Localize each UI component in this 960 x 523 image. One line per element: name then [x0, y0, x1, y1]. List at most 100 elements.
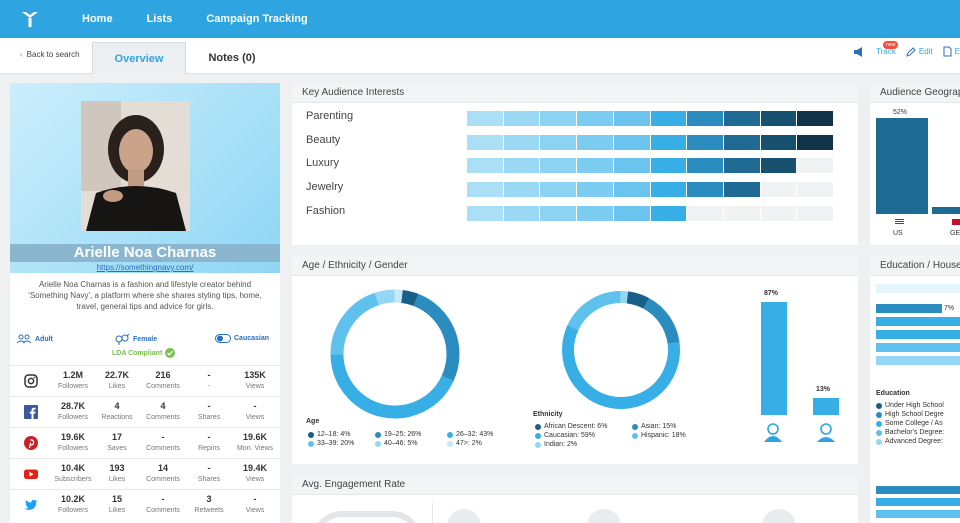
interest-segment [723, 182, 760, 198]
stat-value: 15 [111, 494, 122, 504]
stat-value: 19.4K [242, 463, 268, 473]
legend-label: 47>: 2% [456, 440, 482, 447]
legend-label: Some College / As [885, 420, 943, 427]
stat-label: Views [245, 414, 265, 421]
interest-segment [760, 205, 797, 221]
geo-us-value: 52% [893, 109, 908, 116]
nav-campaign-tracking[interactable]: Campaign Tracking [206, 13, 308, 25]
ethnicity-slice[interactable] [643, 298, 680, 345]
interest-bar-fashion[interactable] [467, 205, 834, 221]
social-stat: 14 Comments [140, 463, 186, 483]
interest-bar-jewelry[interactable] [467, 182, 834, 198]
stat-label: Comments [146, 507, 180, 514]
age-slice[interactable] [400, 289, 419, 307]
legend-item: 19–25: 26% [375, 431, 421, 438]
interest-segment [613, 205, 650, 221]
stat-label: Views [245, 476, 265, 483]
age-slice[interactable] [330, 292, 380, 355]
interest-segment [723, 205, 760, 221]
avatar-illustration [81, 101, 190, 231]
stat-value: - [207, 401, 211, 411]
age-ethnicity-gender-panel: Age / Ethnicity / Gender Age 12–18: 4% 19… [292, 256, 858, 464]
toggle-icon [215, 334, 231, 343]
geo-bar-ge[interactable] [932, 206, 960, 214]
stat-label: Views [245, 383, 265, 390]
profile-photo [81, 101, 190, 231]
interest-segment [503, 111, 540, 126]
age-slice[interactable] [330, 354, 454, 419]
tab-notes[interactable]: Notes (0) [208, 52, 256, 64]
app-logo[interactable] [0, 0, 60, 38]
profile-url-link[interactable]: https://somethingnavy.com/ [96, 263, 194, 272]
stat-label: Comments [146, 476, 180, 483]
social-stat: 1.2M Followers [50, 370, 96, 390]
stat-value: 4 [114, 401, 120, 411]
legend-item: African Descent: 6% [535, 423, 607, 430]
ethnicity-slice[interactable] [567, 291, 622, 331]
education-bar-1 [876, 304, 942, 313]
education-bar-4 [876, 343, 960, 352]
stat-label: Repins [198, 445, 220, 452]
legend-label: 40–46: 5% [384, 440, 418, 447]
export-label: E [954, 47, 960, 56]
gender-bar-female[interactable] [761, 301, 787, 415]
interest-bar-luxury[interactable] [467, 158, 834, 174]
gender-value: Female [133, 336, 158, 343]
nav-home[interactable]: Home [82, 13, 113, 25]
legend-label: 19–25: 26% [384, 431, 422, 438]
lda-label: LDA Compliant [112, 349, 163, 357]
legend-dot [447, 431, 453, 438]
legend-label: Indian: 2% [544, 441, 578, 448]
interest-bar-beauty[interactable] [467, 134, 834, 150]
age-slice[interactable] [374, 289, 395, 306]
age-slice[interactable] [413, 293, 460, 382]
nav-lists[interactable]: Lists [146, 13, 173, 25]
stat-value: 28.7K [60, 401, 86, 411]
interest-label: Fashion [306, 204, 346, 217]
edit-button[interactable]: Edit [906, 46, 933, 57]
engagement-rate-panel: Avg. Engagement Rate [292, 475, 858, 523]
stat-label: Comments [146, 383, 180, 390]
ethnicity-slice[interactable] [626, 291, 650, 309]
social-row-youtube[interactable]: 10.4K Subscribers 193 Likes 14 Comments - Share… [10, 458, 280, 489]
interest-segment [467, 111, 503, 126]
track-button[interactable]: Track new [853, 40, 899, 57]
gender-bar-male[interactable] [813, 398, 839, 415]
interest-segment [613, 158, 650, 174]
interest-bar-parenting[interactable] [467, 111, 834, 126]
export-button[interactable]: E [943, 46, 960, 57]
social-row-facebook[interactable]: 28.7K Followers 4 Reactions 4 Comments - Shares… [10, 396, 280, 427]
ethnicity-value: Caucasian [234, 335, 270, 342]
social-row-twitter[interactable]: 10.2K Followers 15 Likes - Comments 3 Retweets -… [10, 489, 280, 520]
stat-value: 14 [157, 463, 168, 473]
geo-bar-us[interactable] [876, 118, 928, 214]
social-row-pinterest[interactable]: 19.6K Followers 17 Saves - Comments - Repins 19.… [10, 427, 280, 458]
stat-label: Followers [58, 507, 88, 514]
interest-segment [540, 205, 577, 221]
back-to-search-link[interactable]: ‹ Back to search [20, 50, 80, 59]
female-icon [764, 423, 782, 442]
ethnicity-slice[interactable] [562, 325, 680, 409]
engagement-stat-icon-3 [762, 509, 796, 523]
interest-segment [687, 205, 723, 221]
interest-segment [723, 111, 760, 126]
education-bar-3 [876, 330, 960, 339]
social-row-instagram[interactable]: 1.2M Followers 22.7K Likes 216 Comments - -135K… [10, 365, 280, 396]
engagement-stat-icon-1 [447, 509, 481, 523]
megaphone-icon [854, 46, 863, 57]
legend-label: Bachelor's Degree: [885, 429, 945, 436]
stat-value: - [253, 401, 257, 411]
social-stat: 4 Reactions [94, 401, 140, 421]
stat-value: 193 [109, 463, 125, 473]
tab-overview[interactable]: Overview [92, 42, 186, 74]
social-stat: - Shares [186, 463, 232, 483]
ethnicity-demographic: Caucasian [215, 334, 269, 343]
engagement-gauge [312, 511, 422, 523]
education-legend-item: High School Degre [876, 411, 944, 418]
track-label: Track [876, 47, 896, 56]
stat-label: Views [245, 507, 265, 514]
legend-dot [375, 440, 381, 447]
interest-segment [650, 134, 687, 150]
legend-item: Indian: 2% [535, 441, 577, 448]
legend-label: 33–39: 20% [317, 440, 355, 447]
